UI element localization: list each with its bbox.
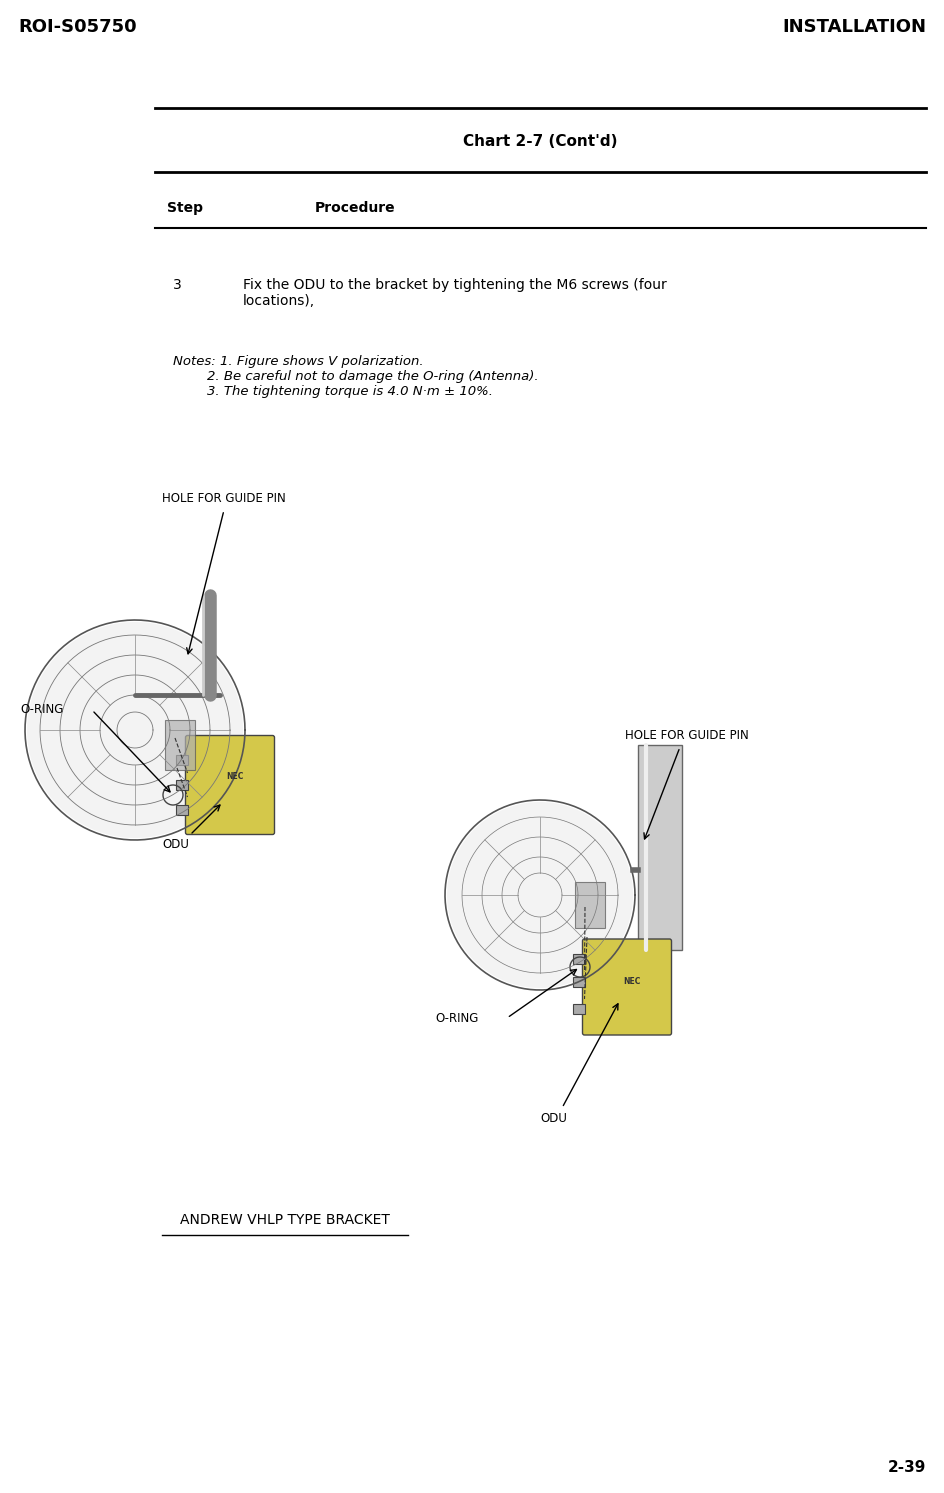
Polygon shape — [27, 623, 243, 838]
Text: Chart 2-7 (Cont'd): Chart 2-7 (Cont'd) — [464, 134, 617, 149]
Text: ODU: ODU — [540, 1111, 567, 1124]
Bar — [176, 755, 188, 764]
Text: Notes: 1. Figure shows V polarization.
        2. Be careful not to damage the O: Notes: 1. Figure shows V polarization. 2… — [173, 355, 539, 399]
Text: 2-39: 2-39 — [887, 1460, 926, 1475]
Bar — [176, 805, 188, 815]
FancyBboxPatch shape — [582, 939, 671, 1035]
Bar — [638, 745, 682, 950]
Text: HOLE FOR GUIDE PIN: HOLE FOR GUIDE PIN — [162, 493, 286, 505]
Polygon shape — [165, 720, 195, 770]
Text: ANDREW VHLP TYPE BRACKET: ANDREW VHLP TYPE BRACKET — [180, 1212, 390, 1227]
Polygon shape — [447, 802, 633, 988]
Polygon shape — [575, 882, 605, 929]
Text: O-RING: O-RING — [20, 703, 63, 717]
Bar — [572, 954, 584, 964]
Text: 3: 3 — [173, 278, 182, 293]
Bar — [572, 976, 584, 987]
Text: ODU: ODU — [162, 839, 189, 851]
Text: Fix the ODU to the bracket by tightening the M6 screws (four
locations),: Fix the ODU to the bracket by tightening… — [243, 278, 666, 308]
Text: Step: Step — [167, 202, 203, 215]
FancyBboxPatch shape — [186, 736, 275, 835]
Text: O-RING: O-RING — [435, 1011, 479, 1024]
Text: Procedure: Procedure — [314, 202, 396, 215]
Text: INSTALLATION: INSTALLATION — [782, 18, 926, 36]
Bar — [572, 1003, 584, 1014]
Text: ROI-S05750: ROI-S05750 — [18, 18, 137, 36]
Text: NEC: NEC — [623, 978, 641, 987]
Text: NEC: NEC — [227, 772, 244, 781]
Bar — [176, 779, 188, 790]
Text: HOLE FOR GUIDE PIN: HOLE FOR GUIDE PIN — [625, 729, 749, 742]
